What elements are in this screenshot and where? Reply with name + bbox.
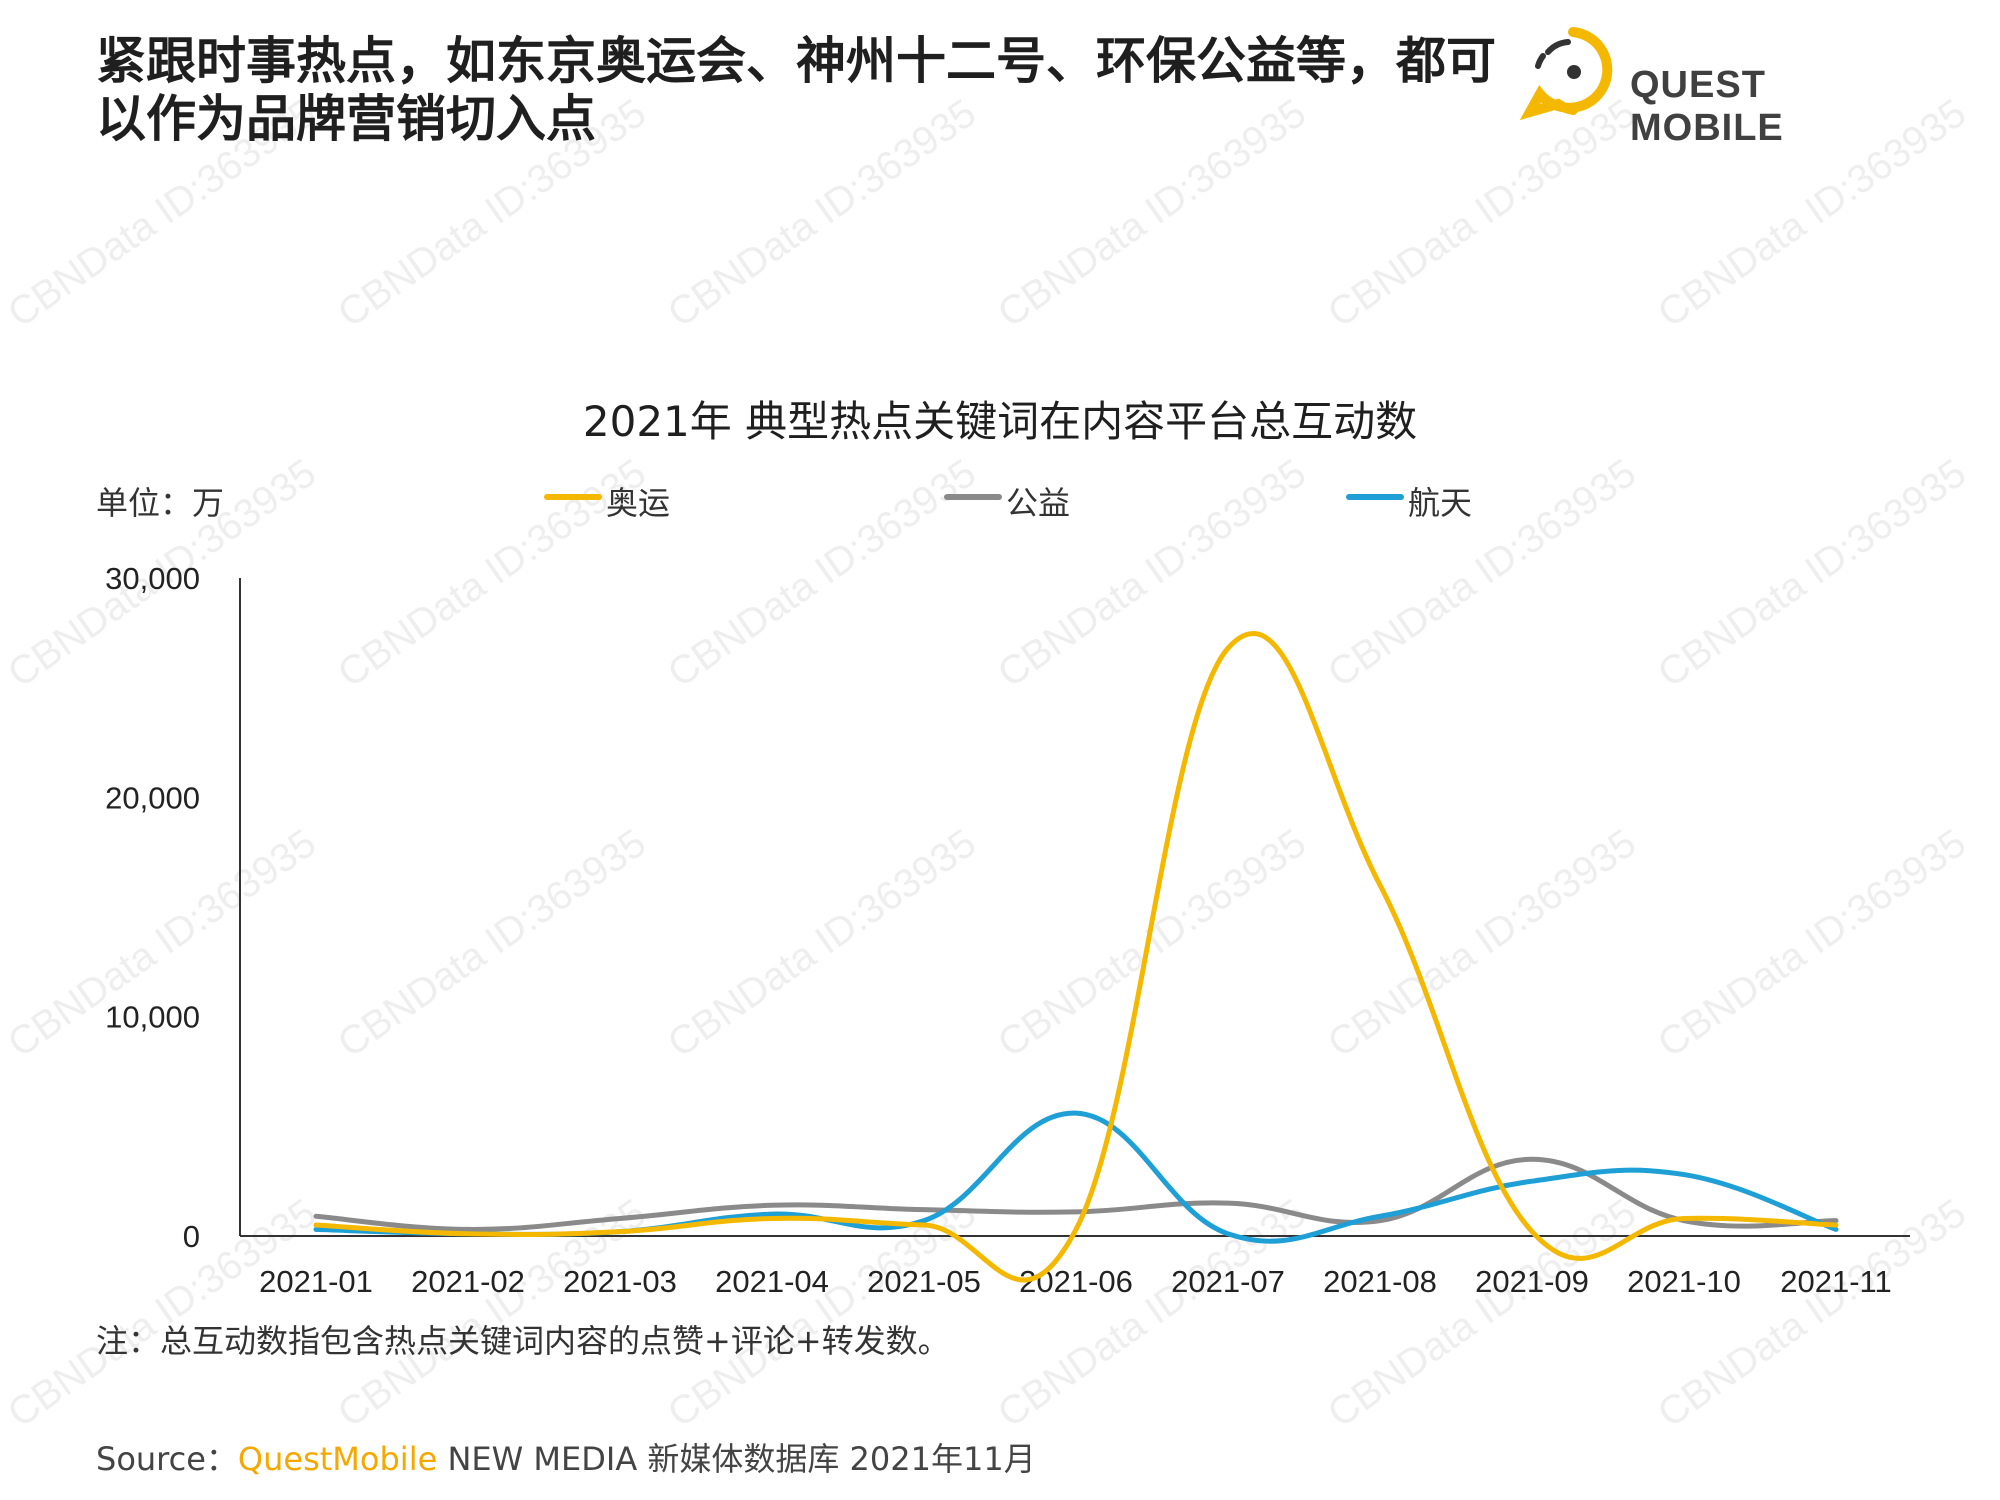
x-tick-label: 2021-01 xyxy=(259,1264,373,1299)
x-tick-label: 2021-08 xyxy=(1323,1264,1437,1299)
legend-swatch-space xyxy=(1346,494,1404,500)
source-brand: QuestMobile xyxy=(237,1440,438,1478)
legend-label-space: 航天 xyxy=(1408,484,1473,522)
x-tick-label: 2021-02 xyxy=(411,1264,525,1299)
x-tick-label: 2021-11 xyxy=(1780,1264,1891,1299)
source-line: Source：QuestMobile NEW MEDIA 新媒体数据库 2021… xyxy=(96,1434,1036,1480)
y-tick-label: 30,000 xyxy=(105,561,200,596)
quest-mobile-logo: QUEST MOBILE xyxy=(1518,22,1918,149)
chart-title: 2021年 典型热点关键词在内容平台总互动数 xyxy=(582,397,1418,446)
x-tick-label: 2021-03 xyxy=(563,1264,677,1299)
source-prefix: Source： xyxy=(96,1440,238,1478)
x-tick-label: 2021-09 xyxy=(1475,1264,1589,1299)
x-tick-label: 2021-06 xyxy=(1019,1264,1133,1299)
x-tick-label: 2021-07 xyxy=(1171,1264,1285,1299)
y-tick-label: 10,000 xyxy=(105,1000,200,1035)
series-line-space xyxy=(313,1110,1839,1244)
logo-mark-icon xyxy=(1519,27,1613,121)
series-line-olympic xyxy=(313,631,1839,1283)
legend-label-olympic: 奥运 xyxy=(606,484,671,522)
logo-text: QUEST MOBILE xyxy=(1630,64,1784,149)
legend-label-charity: 公益 xyxy=(1006,484,1071,522)
y-tick-label: 20,000 xyxy=(105,780,200,815)
page-headline: 紧跟时事热点，如东京奥运会、神州十二号、环保公益等，都可以作为品牌营销切入点 xyxy=(96,32,1496,148)
x-tick-label: 2021-05 xyxy=(867,1264,981,1299)
legend-swatch-olympic xyxy=(544,494,602,500)
x-tick-label: 2021-04 xyxy=(715,1264,829,1299)
x-tick-label: 2021-10 xyxy=(1627,1264,1741,1299)
y-tick-label: 0 xyxy=(183,1219,200,1254)
source-rest: NEW MEDIA 新媒体数据库 2021年11月 xyxy=(437,1440,1036,1478)
chart-footnote: 注：总互动数指包含热点关键词内容的点赞+评论+转发数。 xyxy=(96,1322,950,1360)
unit-label: 单位：万 xyxy=(96,484,225,522)
legend-swatch-charity xyxy=(944,494,1002,500)
